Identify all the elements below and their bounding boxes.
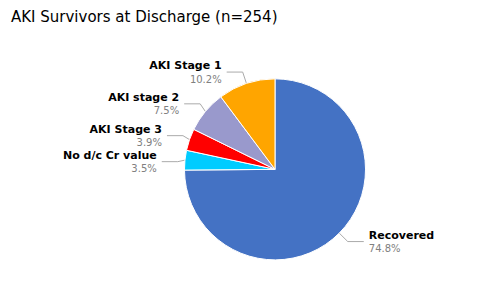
svg-text:AKI Stage 1: AKI Stage 1 <box>149 59 221 72</box>
svg-text:No d/c Cr value: No d/c Cr value <box>63 149 157 162</box>
svg-text:AKI Survivors at Discharge (n=: AKI Survivors at Discharge (n=254) <box>11 8 277 26</box>
svg-text:3.5%: 3.5% <box>131 163 156 174</box>
svg-text:Recovered: Recovered <box>369 229 434 242</box>
svg-text:10.2%: 10.2% <box>190 74 222 85</box>
svg-text:AKI stage 2: AKI stage 2 <box>108 91 179 104</box>
svg-text:AKI Stage 3: AKI Stage 3 <box>90 123 162 136</box>
svg-text:7.5%: 7.5% <box>154 105 179 116</box>
svg-text:74.8%: 74.8% <box>369 243 401 254</box>
svg-text:3.9%: 3.9% <box>137 137 162 148</box>
